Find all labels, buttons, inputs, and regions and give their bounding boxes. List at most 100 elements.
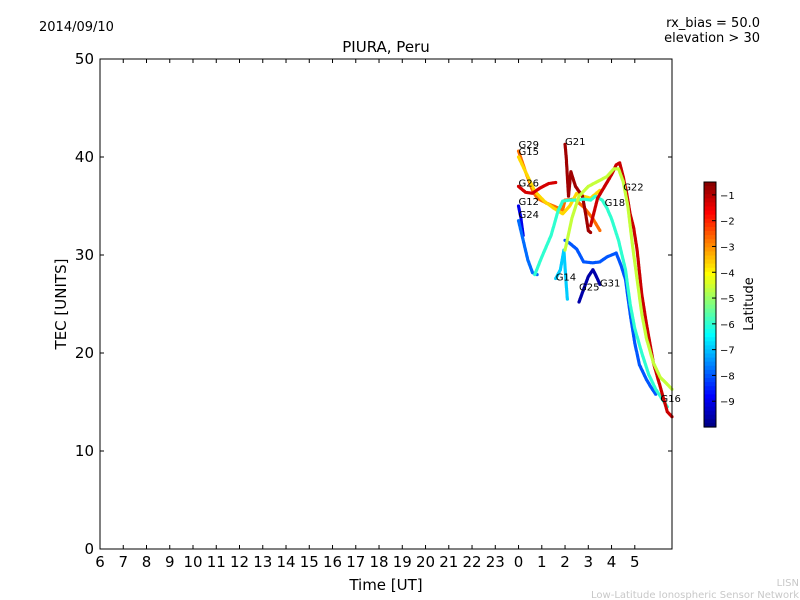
colorbar-segment bbox=[704, 349, 716, 355]
colorbar-segment bbox=[704, 206, 716, 212]
series-label-G24: G24 bbox=[519, 210, 539, 221]
colorbar-segment bbox=[704, 329, 716, 334]
series-label-G14: G14 bbox=[556, 273, 576, 284]
colorbar-segment bbox=[704, 210, 716, 216]
colorbar-segment bbox=[704, 324, 716, 330]
colorbar-segment bbox=[704, 402, 716, 408]
colorbar-segment bbox=[704, 255, 716, 261]
series-label-G15: G15 bbox=[519, 147, 539, 158]
data-point bbox=[654, 392, 658, 396]
colorbar-segment bbox=[704, 320, 716, 326]
colorbar-segment bbox=[704, 341, 716, 346]
x-tick-label: 18 bbox=[369, 553, 388, 571]
colorbar-segment bbox=[704, 414, 716, 420]
colorbar-segment bbox=[704, 271, 716, 277]
y-tick-label: 50 bbox=[75, 50, 94, 68]
colorbar-segment bbox=[704, 247, 716, 253]
y-tick-label: 30 bbox=[75, 246, 94, 264]
colorbar-segment bbox=[704, 406, 716, 412]
series-label-G18: G18 bbox=[605, 198, 625, 209]
colorbar-segment bbox=[704, 284, 716, 289]
colorbar-segment bbox=[704, 365, 716, 371]
series-label-G26: G26 bbox=[519, 178, 539, 189]
series-G24 bbox=[516, 219, 539, 277]
colorbar-segment bbox=[704, 353, 716, 359]
series-label-G16: G16 bbox=[660, 394, 680, 405]
series-label-G12: G12 bbox=[519, 197, 539, 208]
series-G31 bbox=[577, 268, 602, 304]
colorbar-segment bbox=[704, 259, 716, 265]
colorbar-segment bbox=[704, 390, 716, 395]
colorbar-segment bbox=[704, 275, 716, 281]
series-label-G31: G31 bbox=[600, 278, 620, 289]
x-tick-label: 21 bbox=[439, 553, 458, 571]
series-G15 bbox=[516, 155, 602, 216]
colorbar-segment bbox=[704, 267, 716, 273]
colorbar-segment bbox=[704, 239, 716, 244]
colorbar-segment bbox=[704, 186, 716, 191]
x-tick-label: 0 bbox=[514, 553, 524, 571]
colorbar-tick-label: −6 bbox=[720, 320, 735, 331]
colorbar-segment bbox=[704, 345, 716, 351]
x-tick-label: 23 bbox=[486, 553, 505, 571]
x-axis-label: Time [UT] bbox=[348, 576, 422, 594]
x-tick-label: 3 bbox=[584, 553, 594, 571]
colorbar-segment bbox=[704, 410, 716, 416]
x-tick-label: 16 bbox=[323, 553, 342, 571]
colorbar-segment bbox=[704, 190, 716, 195]
colorbar-tick-label: −8 bbox=[720, 371, 735, 382]
y-tick-label: 40 bbox=[75, 148, 94, 166]
footer-lisn: LISN bbox=[777, 578, 799, 589]
colorbar-segment bbox=[704, 194, 716, 199]
x-tick-label: 22 bbox=[462, 553, 481, 571]
colorbar-segment bbox=[704, 251, 716, 257]
series-label-G29: G29 bbox=[519, 140, 539, 151]
colorbar-segment bbox=[704, 422, 716, 428]
colorbar-segment bbox=[704, 235, 716, 240]
colorbar-segment bbox=[704, 226, 716, 232]
y-tick-label: 10 bbox=[75, 442, 94, 460]
series-G18 bbox=[533, 194, 669, 409]
x-tick-label: 1 bbox=[537, 553, 547, 571]
colorbar-segment bbox=[704, 373, 716, 379]
colorbar-segment bbox=[704, 357, 716, 363]
x-tick-label: 4 bbox=[607, 553, 617, 571]
series-G16 bbox=[563, 167, 674, 391]
colorbar-tick-label: −9 bbox=[720, 397, 735, 408]
colorbar-segment bbox=[704, 263, 716, 269]
colorbar-label: Latitude bbox=[742, 277, 757, 331]
colorbar-tick-label: −7 bbox=[720, 346, 735, 357]
x-tick-label: 5 bbox=[630, 553, 640, 571]
colorbar-segment bbox=[704, 394, 716, 400]
data-marks bbox=[516, 142, 674, 419]
colorbar-tick-label: −1 bbox=[720, 191, 735, 202]
data-point bbox=[565, 297, 570, 301]
colorbar-segment bbox=[704, 292, 716, 297]
x-tick-label: 20 bbox=[416, 553, 435, 571]
x-tick-label: 6 bbox=[95, 553, 105, 571]
colorbar-tick-label: −3 bbox=[720, 243, 735, 254]
y-tick-label: 0 bbox=[84, 540, 94, 558]
colorbar-tick-label: −2 bbox=[720, 217, 735, 228]
data-point bbox=[598, 228, 602, 233]
x-tick-label: 11 bbox=[207, 553, 226, 571]
colorbar-segment bbox=[704, 382, 716, 387]
colorbar-segment bbox=[704, 378, 716, 383]
colorbar-segment bbox=[704, 182, 716, 187]
colorbar-tick-label: −5 bbox=[720, 294, 735, 305]
colorbar-segment bbox=[704, 231, 716, 236]
colorbar-segment bbox=[704, 398, 716, 404]
x-tick-label: 7 bbox=[119, 553, 129, 571]
x-tick-label: 9 bbox=[165, 553, 175, 571]
colorbar-segment bbox=[704, 288, 716, 293]
x-tick-label: 19 bbox=[393, 553, 412, 571]
y-tick-label: 20 bbox=[75, 344, 94, 362]
colorbar-segment bbox=[704, 202, 716, 208]
chart-title: PIURA, Peru bbox=[342, 38, 429, 56]
y-axis-label: TEC [UNITS] bbox=[52, 259, 70, 351]
x-tick-label: 10 bbox=[183, 553, 202, 571]
x-tick-label: 12 bbox=[230, 553, 249, 571]
axes: 6 7 8 9 10 11 12 13 14 15 16 17 18 19 20 21 22 23 0 1 2 3 4 501… bbox=[75, 50, 673, 571]
series-label-G21: G21 bbox=[565, 137, 585, 148]
